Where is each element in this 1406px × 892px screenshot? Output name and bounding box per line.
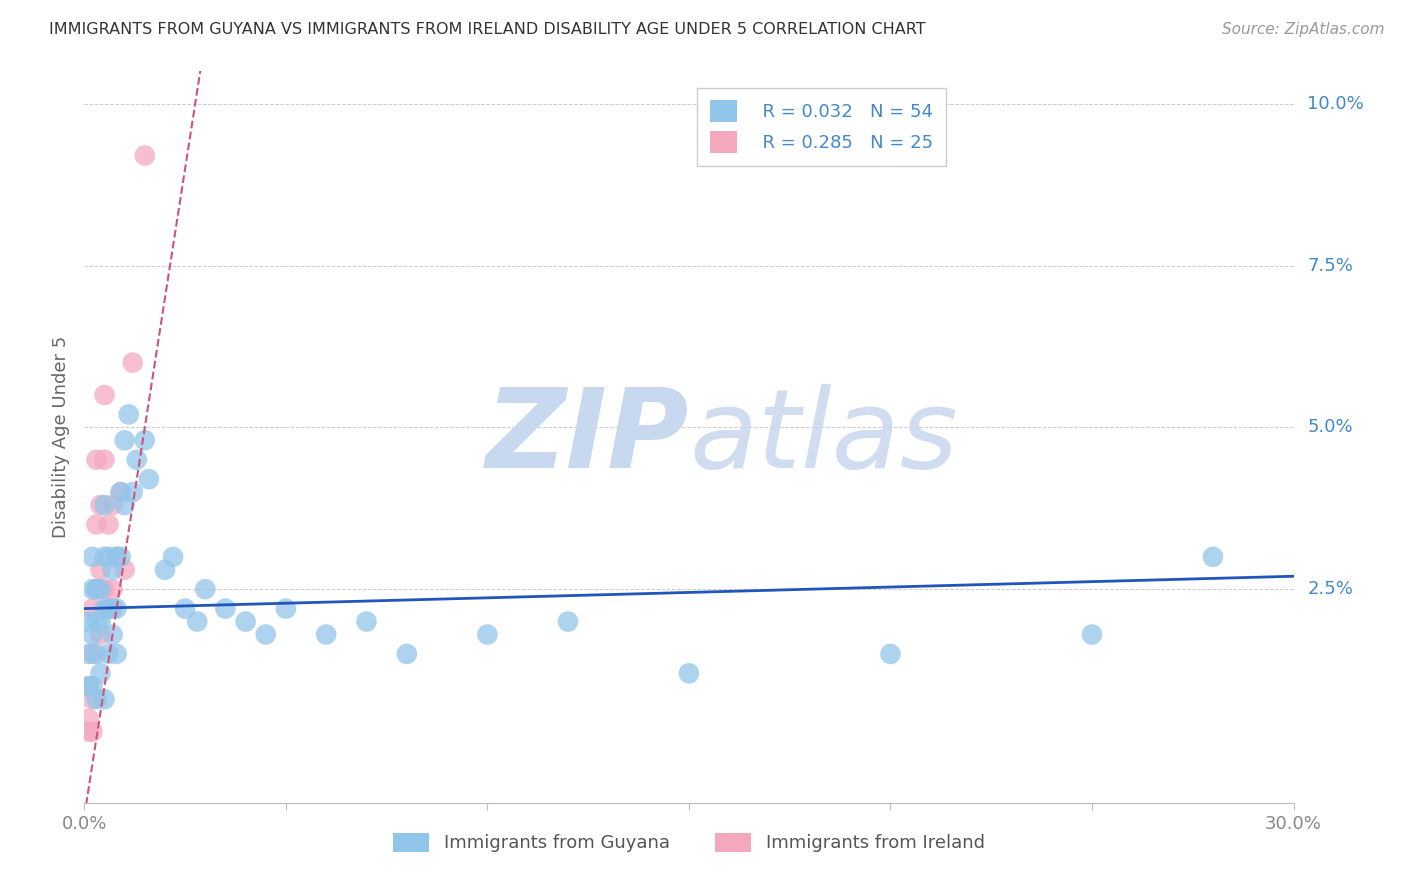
Text: IMMIGRANTS FROM GUYANA VS IMMIGRANTS FROM IRELAND DISABILITY AGE UNDER 5 CORRELA: IMMIGRANTS FROM GUYANA VS IMMIGRANTS FRO…	[49, 22, 925, 37]
Point	[138, 472, 160, 486]
Text: atlas: atlas	[689, 384, 957, 491]
Text: 2.5%: 2.5%	[1308, 580, 1354, 599]
Point	[77, 615, 100, 629]
Point	[477, 627, 499, 641]
Point	[97, 549, 120, 564]
Text: 5.0%: 5.0%	[1308, 418, 1353, 436]
Point	[1081, 627, 1104, 641]
Point	[97, 601, 120, 615]
Point	[86, 582, 108, 597]
Text: Source: ZipAtlas.com: Source: ZipAtlas.com	[1222, 22, 1385, 37]
Point	[86, 647, 108, 661]
Point	[174, 601, 197, 615]
Text: ZIP: ZIP	[485, 384, 689, 491]
Point	[82, 679, 104, 693]
Point	[101, 498, 124, 512]
Point	[93, 498, 115, 512]
Point	[89, 627, 111, 641]
Point	[77, 679, 100, 693]
Point	[121, 485, 143, 500]
Point	[86, 582, 108, 597]
Point	[89, 582, 111, 597]
Point	[557, 615, 579, 629]
Point	[105, 601, 128, 615]
Point	[235, 615, 257, 629]
Point	[82, 582, 104, 597]
Point	[315, 627, 337, 641]
Point	[89, 498, 111, 512]
Point	[101, 601, 124, 615]
Point	[93, 582, 115, 597]
Point	[86, 452, 108, 467]
Point	[77, 647, 100, 661]
Point	[162, 549, 184, 564]
Point	[153, 563, 176, 577]
Point	[114, 434, 136, 448]
Point	[93, 549, 115, 564]
Point	[82, 601, 104, 615]
Point	[86, 615, 108, 629]
Text: 10.0%: 10.0%	[1308, 95, 1364, 112]
Point	[101, 582, 124, 597]
Point	[254, 627, 277, 641]
Point	[105, 549, 128, 564]
Point	[93, 692, 115, 706]
Legend: Immigrants from Guyana, Immigrants from Ireland: Immigrants from Guyana, Immigrants from …	[387, 826, 991, 860]
Point	[89, 615, 111, 629]
Point	[105, 549, 128, 564]
Point	[879, 647, 901, 661]
Point	[82, 627, 104, 641]
Point	[110, 485, 132, 500]
Point	[356, 615, 378, 629]
Point	[93, 388, 115, 402]
Point	[82, 692, 104, 706]
Point	[274, 601, 297, 615]
Point	[82, 724, 104, 739]
Text: 7.5%: 7.5%	[1308, 257, 1354, 275]
Point	[86, 692, 108, 706]
Point	[118, 408, 141, 422]
Point	[93, 452, 115, 467]
Point	[97, 517, 120, 532]
Point	[101, 563, 124, 577]
Point	[214, 601, 236, 615]
Y-axis label: Disability Age Under 5: Disability Age Under 5	[52, 336, 70, 538]
Point	[194, 582, 217, 597]
Point	[110, 549, 132, 564]
Point	[89, 563, 111, 577]
Point	[82, 647, 104, 661]
Point	[134, 148, 156, 162]
Point	[77, 712, 100, 726]
Point	[89, 666, 111, 681]
Point	[77, 679, 100, 693]
Point	[77, 724, 100, 739]
Point	[93, 601, 115, 615]
Point	[134, 434, 156, 448]
Point	[97, 647, 120, 661]
Point	[97, 601, 120, 615]
Point	[186, 615, 208, 629]
Point	[82, 549, 104, 564]
Point	[125, 452, 148, 467]
Point	[678, 666, 700, 681]
Point	[121, 356, 143, 370]
Point	[86, 517, 108, 532]
Point	[114, 498, 136, 512]
Point	[114, 563, 136, 577]
Point	[101, 627, 124, 641]
Point	[395, 647, 418, 661]
Point	[105, 647, 128, 661]
Point	[1202, 549, 1225, 564]
Point	[110, 485, 132, 500]
